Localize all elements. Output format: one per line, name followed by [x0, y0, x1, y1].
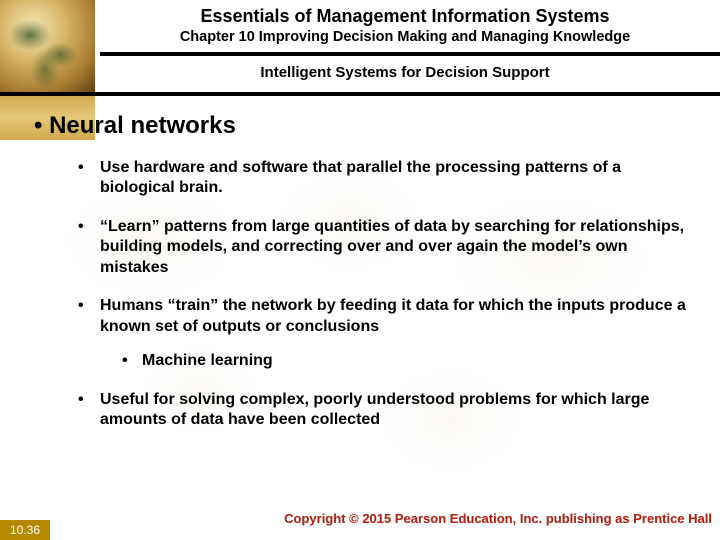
- sub-bullet-list: Machine learning: [122, 351, 690, 371]
- globe-icon: [0, 0, 95, 95]
- list-item: Useful for solving complex, poorly under…: [78, 390, 690, 431]
- page-number-tab: 10.36: [0, 520, 50, 540]
- section-title: Intelligent Systems for Decision Support: [100, 64, 710, 81]
- header-titles: Essentials of Management Information Sys…: [100, 6, 710, 45]
- header-rule-top: [100, 52, 720, 56]
- header-rule-bottom: [0, 92, 720, 96]
- list-item: Machine learning: [122, 351, 690, 371]
- footer: Copyright © 2015 Pearson Education, Inc.…: [0, 510, 720, 540]
- bullet-text: Useful for solving complex, poorly under…: [100, 391, 649, 428]
- slide-content: Neural networks Use hardware and softwar…: [0, 112, 720, 500]
- list-item: “Learn” patterns from large quantities o…: [78, 217, 690, 278]
- chapter-subtitle: Chapter 10 Improving Decision Making and…: [100, 29, 710, 45]
- bullet-list: Use hardware and software that parallel …: [78, 158, 690, 431]
- copyright-text: Copyright © 2015 Pearson Education, Inc.…: [284, 511, 712, 526]
- bullet-text: Machine learning: [142, 352, 273, 369]
- bullet-text: Humans “train” the network by feeding it…: [100, 297, 686, 334]
- topic-heading: Neural networks: [34, 112, 690, 140]
- list-item: Humans “train” the network by feeding it…: [78, 296, 690, 371]
- bullet-text: “Learn” patterns from large quantities o…: [100, 218, 684, 276]
- list-item: Use hardware and software that parallel …: [78, 158, 690, 199]
- main-title: Essentials of Management Information Sys…: [100, 6, 710, 27]
- bullet-text: Use hardware and software that parallel …: [100, 159, 621, 196]
